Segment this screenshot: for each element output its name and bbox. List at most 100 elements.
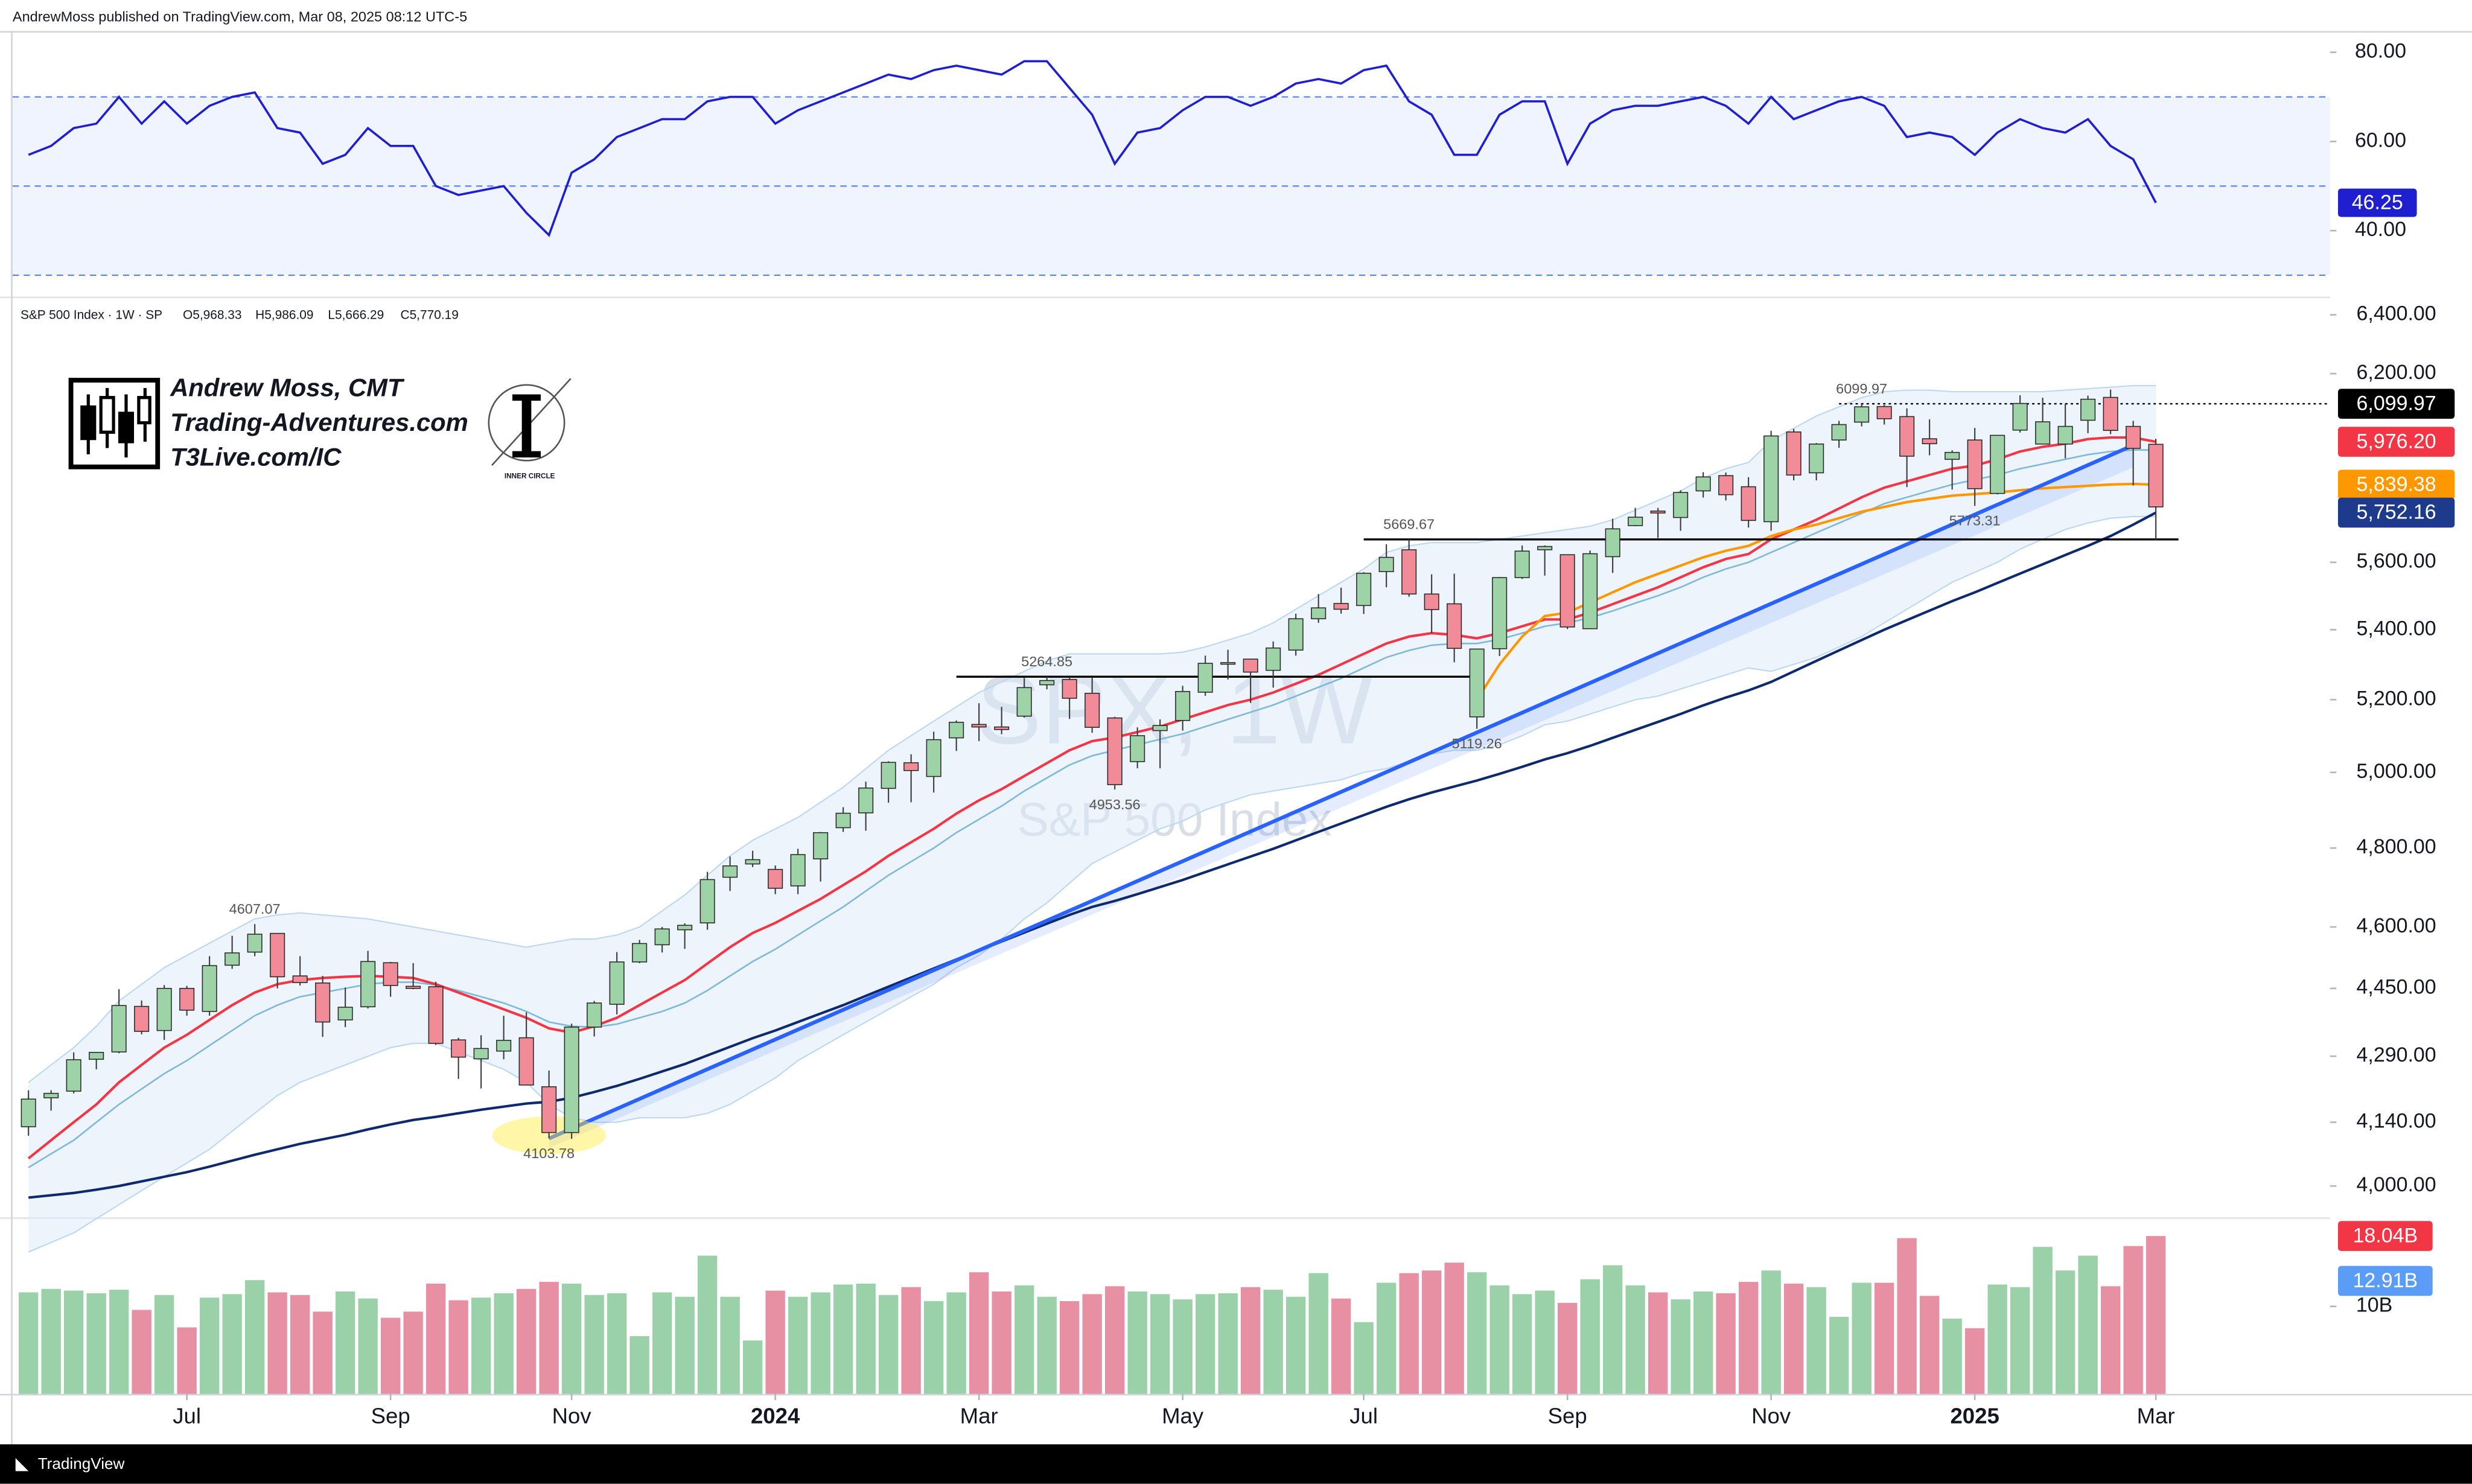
badge-text: INNER CIRCLE bbox=[505, 472, 555, 480]
volume-bar bbox=[199, 1298, 220, 1394]
volume-bar bbox=[1580, 1279, 1600, 1394]
volume-bar bbox=[833, 1284, 853, 1394]
candle-body bbox=[971, 724, 987, 728]
brand-line: Trading-Adventures.com bbox=[170, 408, 468, 436]
candle-body bbox=[1763, 435, 1779, 523]
candle-body bbox=[790, 854, 806, 887]
y-tick-label: 5,200.00 bbox=[2357, 687, 2436, 710]
candle-body bbox=[1378, 556, 1394, 572]
branding: Andrew Moss, CMT Trading-Adventures.com … bbox=[68, 374, 572, 480]
volume-bar bbox=[1127, 1291, 1147, 1394]
candle-body bbox=[315, 982, 331, 1023]
level-label: 4953.56 bbox=[1089, 797, 1141, 812]
volume-bar bbox=[18, 1292, 39, 1394]
volume-bar bbox=[1783, 1283, 1804, 1394]
volume-bar bbox=[2145, 1236, 2166, 1394]
candle-body bbox=[949, 722, 964, 739]
candle-body bbox=[2080, 398, 2096, 421]
candle-body bbox=[926, 739, 941, 777]
volume-bar bbox=[63, 1290, 84, 1394]
volume-bar bbox=[403, 1311, 423, 1394]
volume-bar bbox=[788, 1296, 808, 1394]
volume-bar bbox=[1308, 1273, 1328, 1394]
volume-bar bbox=[1602, 1265, 1623, 1394]
y-tick-label: 5,000.00 bbox=[2357, 760, 2436, 783]
volume-bar bbox=[86, 1293, 106, 1394]
volume-bar bbox=[1897, 1238, 1917, 1394]
badge-glyph bbox=[512, 394, 541, 401]
volume-bar bbox=[1512, 1294, 1532, 1394]
y-tick-label: 4,800.00 bbox=[2357, 835, 2436, 858]
candle-body bbox=[1605, 528, 1620, 558]
band-line bbox=[28, 515, 2156, 1253]
candle-body bbox=[473, 1048, 489, 1060]
volume-bar bbox=[1625, 1285, 1645, 1394]
candle-body bbox=[1016, 687, 1032, 717]
volume-bar bbox=[1173, 1299, 1193, 1394]
candle-body bbox=[587, 1002, 602, 1028]
candle-body bbox=[994, 726, 1010, 730]
volume-bar bbox=[1693, 1291, 1713, 1394]
volume-bar bbox=[652, 1292, 672, 1394]
x-tick-label: 2025 bbox=[1950, 1404, 1999, 1428]
volume-bar bbox=[811, 1292, 830, 1394]
candle-body bbox=[1492, 577, 1508, 649]
volume-bar bbox=[2078, 1255, 2098, 1394]
badge-glyph bbox=[521, 397, 532, 454]
y-tick-label: 60.00 bbox=[2355, 129, 2406, 151]
x-tick-label: Nov bbox=[552, 1404, 592, 1428]
candle-body bbox=[1854, 406, 1870, 423]
volume-bar bbox=[2123, 1246, 2143, 1394]
candle-body bbox=[1922, 438, 1937, 445]
volume-bar bbox=[1421, 1270, 1442, 1394]
candle-body bbox=[360, 961, 376, 1008]
volume-bar bbox=[2033, 1247, 2053, 1394]
candle-body bbox=[202, 965, 217, 1012]
volume-bar bbox=[675, 1296, 695, 1394]
volume-bar bbox=[335, 1291, 355, 1394]
volume-bar bbox=[856, 1283, 876, 1394]
candle-body bbox=[1266, 647, 1281, 671]
candle-body bbox=[1175, 691, 1191, 721]
candle-body bbox=[745, 859, 760, 865]
candle-body bbox=[292, 975, 308, 983]
price-label-box bbox=[2337, 389, 2455, 419]
logo-frame bbox=[68, 378, 161, 470]
trend-channel bbox=[549, 445, 2133, 1148]
price-label-box bbox=[2337, 497, 2455, 528]
x-tick-label: Sep bbox=[1548, 1404, 1587, 1428]
y-tick-label: 5,400.00 bbox=[2357, 617, 2436, 640]
candle-body bbox=[564, 1027, 579, 1133]
volume-bar bbox=[290, 1295, 310, 1394]
band-fill bbox=[28, 386, 2156, 1252]
candle-body bbox=[1062, 679, 1077, 699]
volume-bar bbox=[1444, 1263, 1464, 1394]
y-tick-label: 4,450.00 bbox=[2357, 976, 2436, 999]
candle-body bbox=[1582, 553, 1598, 629]
candle-body bbox=[609, 961, 625, 1005]
volume-bar bbox=[471, 1298, 491, 1394]
candle-body bbox=[2126, 425, 2141, 449]
candle-body bbox=[518, 1037, 534, 1086]
volume-bar bbox=[1716, 1293, 1736, 1394]
volume-bar bbox=[969, 1272, 989, 1394]
volume-bar bbox=[539, 1282, 559, 1394]
x-tick-label: Jul bbox=[173, 1404, 201, 1428]
footer-brand: TradingView bbox=[38, 1454, 125, 1473]
candle-body bbox=[1741, 486, 1756, 521]
volume-bar bbox=[1648, 1292, 1668, 1394]
candle-body bbox=[66, 1059, 81, 1092]
candle-body bbox=[835, 812, 851, 829]
volume-bar bbox=[607, 1293, 627, 1394]
candle-body bbox=[1085, 692, 1100, 728]
candle-body bbox=[813, 832, 829, 859]
candle-body bbox=[247, 934, 263, 953]
volume-bar bbox=[1240, 1287, 1261, 1394]
volume-bar bbox=[1399, 1273, 1419, 1394]
brand-line: Andrew Moss, CMT bbox=[170, 374, 405, 402]
price-label: 5,976.20 bbox=[2357, 430, 2436, 453]
candle-body bbox=[768, 868, 783, 889]
candle-body bbox=[1130, 735, 1145, 762]
moving-average bbox=[28, 511, 2157, 1199]
volume-bar bbox=[1195, 1294, 1215, 1394]
